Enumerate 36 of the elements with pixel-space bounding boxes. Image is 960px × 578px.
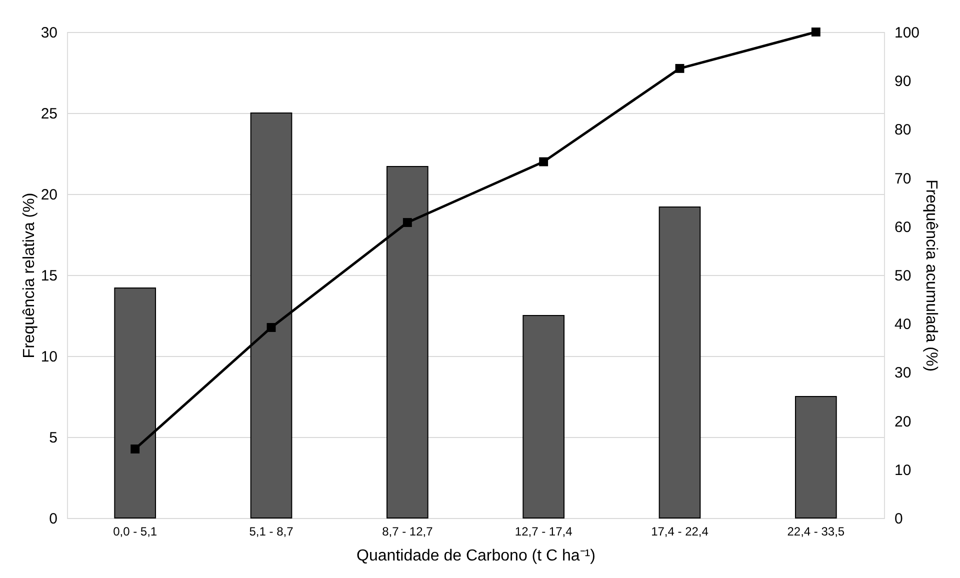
y-tick-label: 10 — [40, 348, 58, 366]
y2-tick-label: 90 — [894, 73, 912, 90]
point — [266, 323, 276, 332]
y-tick-label: 20 — [40, 186, 58, 204]
point — [811, 28, 820, 36]
y2-axis-title: Frequência acumulada (%) — [922, 179, 940, 372]
point — [539, 157, 548, 166]
x-tick-label: 5,1 - 8,7 — [249, 524, 294, 538]
y2-tick-label: 50 — [894, 268, 912, 284]
x-tick-label: 0,0 - 5,1 — [113, 524, 158, 538]
y2-tick-label: 10 — [894, 462, 912, 479]
y2-tick-label: 30 — [894, 364, 912, 382]
y2-tick-label: 40 — [894, 316, 912, 334]
y2-tick-label: 20 — [894, 413, 912, 430]
y-tick-label: 25 — [40, 106, 58, 122]
y-tick-label: 5 — [49, 430, 58, 446]
y2-tick-label: 70 — [894, 170, 912, 188]
x-tick-label: 12,7 - 17,4 — [514, 524, 573, 538]
point — [402, 218, 412, 227]
y2-tick-label: 80 — [894, 122, 912, 139]
y2-tick-label: 60 — [894, 218, 912, 236]
point — [675, 64, 684, 73]
x-tick-label: 17,4 - 22,4 — [651, 524, 709, 538]
bar — [658, 206, 701, 518]
y-axis-title: Frequência relativa (%) — [20, 192, 38, 358]
y2-tick-label: 100 — [894, 24, 920, 42]
y2-tick-label: 0 — [894, 510, 903, 528]
x-tick-label: 22,4 - 33,5 — [787, 524, 845, 538]
bar — [522, 315, 565, 518]
bar — [794, 396, 837, 518]
y-tick-label: 30 — [40, 24, 58, 42]
x-axis-title: Quantidade de Carbono (t C ha⁻¹) — [356, 548, 596, 564]
y-tick-label: 0 — [49, 510, 58, 528]
y-tick-label: 15 — [40, 268, 58, 284]
point — [130, 444, 140, 454]
x-tick-label: 8,7 - 12,7 — [382, 524, 434, 538]
